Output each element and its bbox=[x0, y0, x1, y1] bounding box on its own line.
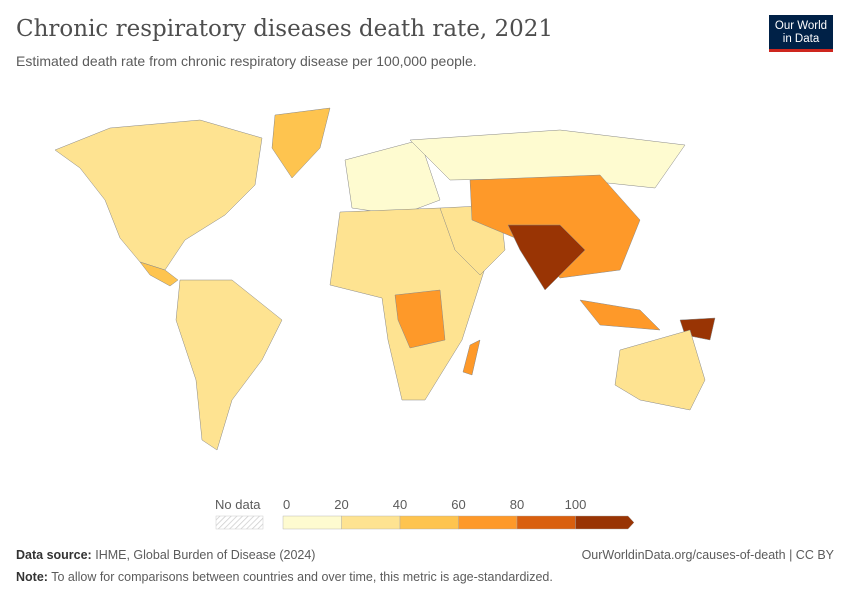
legend-bin[interactable] bbox=[282, 515, 342, 530]
logo-line1: Our World bbox=[774, 20, 828, 32]
legend-no-data-label: No data bbox=[215, 497, 261, 512]
region-se-asia[interactable] bbox=[579, 299, 661, 331]
region-madagascar[interactable] bbox=[462, 339, 481, 376]
legend-tick-label: 80 bbox=[510, 497, 524, 512]
note-text: To allow for comparisons between countri… bbox=[51, 570, 553, 584]
note-label: Note: bbox=[16, 570, 48, 584]
source-link[interactable]: OurWorldinData.org/causes-of-death | CC … bbox=[581, 548, 834, 562]
legend-tick-label: 40 bbox=[393, 497, 407, 512]
legend-tick-label: 100 bbox=[565, 497, 587, 512]
region-russia[interactable] bbox=[409, 129, 686, 189]
note: Note: To allow for comparisons between c… bbox=[16, 570, 553, 584]
chart-subtitle: Estimated death rate from chronic respir… bbox=[16, 53, 477, 69]
legend-tick-label: 60 bbox=[451, 497, 465, 512]
chart-title: Chronic respiratory diseases death rate,… bbox=[16, 16, 554, 42]
region-europe[interactable] bbox=[344, 139, 441, 216]
region-central-africa[interactable] bbox=[394, 289, 446, 349]
legend-bin[interactable] bbox=[458, 515, 518, 530]
owid-logo[interactable]: Our World in Data bbox=[769, 15, 833, 52]
source-text: IHME, Global Burden of Disease (2024) bbox=[95, 548, 316, 562]
region-greenland[interactable] bbox=[271, 107, 331, 179]
data-source: Data source: IHME, Global Burden of Dise… bbox=[16, 548, 315, 562]
world-map[interactable] bbox=[0, 90, 850, 470]
legend-tick-label: 20 bbox=[334, 497, 348, 512]
logo-line2: in Data bbox=[782, 33, 820, 45]
region-australia[interactable] bbox=[614, 329, 706, 411]
legend-bin[interactable] bbox=[341, 515, 401, 530]
legend-tick-label: 0 bbox=[283, 497, 290, 512]
region-india[interactable] bbox=[507, 224, 586, 291]
region-south-america[interactable] bbox=[175, 279, 283, 451]
source-label: Data source: bbox=[16, 548, 92, 562]
legend-bin[interactable] bbox=[516, 515, 576, 530]
region-central-america[interactable] bbox=[139, 261, 179, 287]
region-north-america[interactable] bbox=[54, 119, 263, 271]
legend-bin[interactable] bbox=[399, 515, 459, 530]
legend-no-data-swatch bbox=[215, 515, 264, 530]
legend-bin[interactable] bbox=[575, 515, 635, 530]
